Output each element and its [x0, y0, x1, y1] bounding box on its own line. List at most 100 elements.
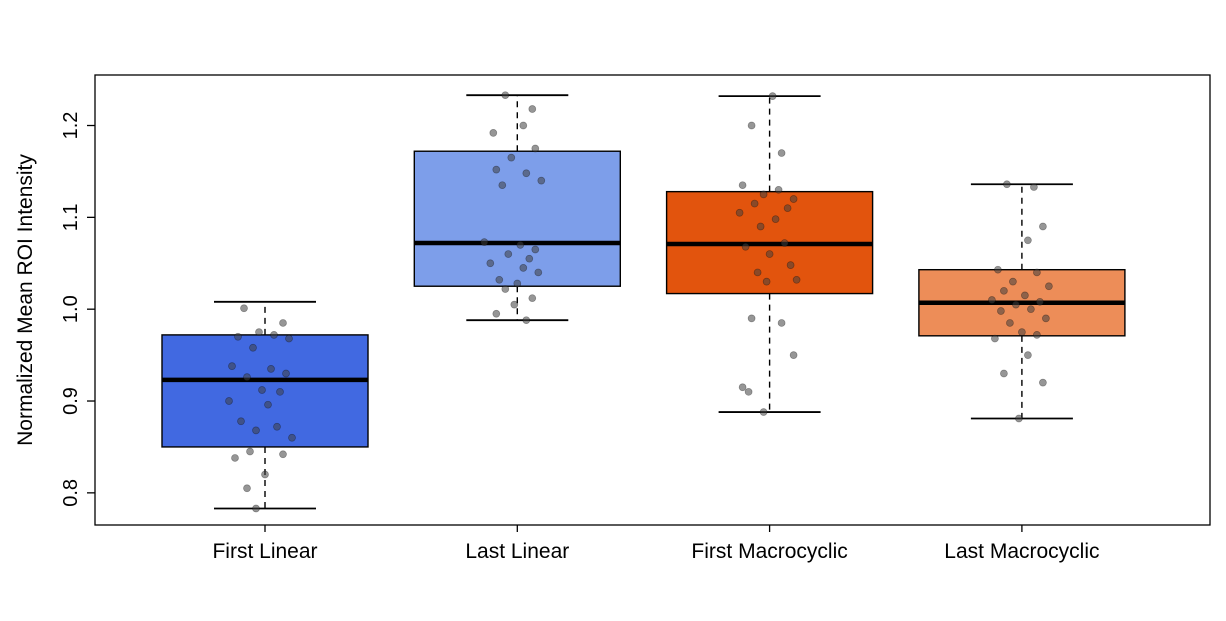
data-point-last-linear — [507, 153, 516, 162]
data-point-first-linear — [240, 304, 248, 313]
data-point-first-linear — [276, 387, 284, 396]
data-point-first-macrocyclic — [759, 408, 768, 416]
data-point-last-macrocyclic — [1000, 286, 1008, 295]
data-point-last-macrocyclic — [1024, 236, 1032, 245]
y-tick-label: 0.8 — [60, 479, 82, 507]
data-point-first-linear — [225, 397, 233, 405]
data-point-last-linear — [516, 241, 525, 249]
data-point-last-macrocyclic — [1045, 282, 1053, 291]
data-point-first-linear — [255, 328, 263, 336]
data-point-first-macrocyclic — [768, 92, 777, 100]
data-point-last-macrocyclic — [1033, 268, 1041, 277]
data-point-first-macrocyclic — [750, 199, 759, 208]
data-point-last-macrocyclic — [1000, 369, 1008, 378]
data-point-first-linear — [282, 369, 290, 378]
box-last-linear — [413, 150, 621, 287]
data-point-last-macrocyclic — [1033, 331, 1041, 339]
data-point-last-macrocyclic — [1021, 291, 1029, 300]
data-point-first-linear — [228, 362, 236, 370]
y-tick-label: 1.2 — [60, 112, 82, 140]
data-point-first-macrocyclic — [774, 185, 783, 194]
data-point-first-macrocyclic — [792, 275, 801, 284]
data-point-first-linear — [261, 470, 269, 479]
data-point-last-macrocyclic — [1018, 328, 1026, 336]
data-point-last-linear — [492, 309, 501, 318]
data-point-last-macrocyclic — [997, 307, 1005, 315]
data-point-first-linear — [243, 484, 251, 493]
data-point-last-macrocyclic — [1027, 305, 1035, 314]
data-point-first-linear — [267, 365, 275, 373]
data-point-first-macrocyclic — [735, 208, 744, 217]
data-point-first-linear — [252, 504, 260, 513]
data-point-first-linear — [249, 343, 257, 352]
data-point-last-macrocyclic — [1030, 183, 1038, 191]
data-point-last-macrocyclic — [1042, 314, 1050, 323]
data-point-last-linear — [534, 268, 543, 277]
data-point-first-linear — [264, 400, 272, 409]
data-point-first-linear — [243, 373, 251, 381]
data-point-last-linear — [519, 264, 528, 272]
data-point-last-macrocyclic — [1036, 297, 1044, 306]
data-point-first-linear — [285, 334, 293, 343]
data-point-first-macrocyclic — [744, 387, 753, 396]
data-point-last-macrocyclic — [994, 265, 1002, 274]
data-point-last-macrocyclic — [991, 334, 999, 343]
data-point-last-linear — [492, 165, 501, 174]
data-point-first-linear — [246, 447, 254, 456]
data-point-first-macrocyclic — [777, 319, 786, 327]
data-point-first-macrocyclic — [777, 149, 786, 157]
data-point-last-macrocyclic — [1009, 277, 1017, 286]
data-point-last-linear — [528, 105, 537, 113]
data-point-first-linear — [273, 422, 281, 431]
data-point-first-macrocyclic — [738, 383, 747, 392]
data-point-first-macrocyclic — [741, 242, 750, 251]
data-point-first-macrocyclic — [783, 204, 792, 213]
data-point-last-linear — [498, 181, 507, 190]
data-point-last-linear — [537, 176, 546, 185]
data-point-last-linear — [501, 285, 510, 293]
data-point-last-macrocyclic — [1039, 378, 1047, 387]
data-point-last-linear — [513, 279, 522, 288]
data-point-first-macrocyclic — [747, 121, 756, 130]
data-point-first-linear — [270, 331, 278, 339]
data-point-last-linear — [501, 91, 510, 100]
data-point-last-linear — [531, 144, 540, 153]
data-point-last-linear — [522, 169, 531, 178]
x-category-label-first-linear: First Linear — [212, 540, 317, 563]
data-point-first-macrocyclic — [789, 195, 798, 203]
data-point-last-macrocyclic — [1015, 414, 1023, 423]
plot-frame — [94, 74, 1211, 526]
data-point-last-linear — [504, 250, 513, 258]
data-point-last-macrocyclic — [1024, 351, 1032, 359]
y-tick-label: 0.9 — [60, 387, 82, 415]
data-point-last-macrocyclic — [1039, 222, 1047, 231]
data-point-last-linear — [486, 259, 495, 268]
data-point-first-linear — [258, 386, 266, 394]
y-tick-label: 1.0 — [60, 295, 82, 323]
data-point-first-macrocyclic — [786, 261, 795, 269]
data-point-first-linear — [252, 426, 260, 435]
x-category-label-last-linear: Last Linear — [465, 540, 569, 563]
data-point-last-macrocyclic — [1012, 300, 1020, 309]
data-point-first-linear — [234, 332, 242, 341]
data-point-first-macrocyclic — [771, 215, 780, 224]
data-point-first-linear — [279, 319, 287, 327]
data-point-first-macrocyclic — [753, 268, 762, 277]
data-point-last-linear — [531, 245, 540, 254]
data-point-last-linear — [519, 121, 528, 130]
data-point-first-macrocyclic — [756, 222, 765, 231]
data-point-first-macrocyclic — [789, 351, 798, 359]
data-point-first-linear — [231, 454, 239, 462]
data-point-first-macrocyclic — [738, 181, 747, 190]
data-point-first-macrocyclic — [747, 314, 756, 323]
data-point-last-linear — [522, 316, 531, 325]
data-point-first-macrocyclic — [759, 190, 768, 199]
data-point-last-macrocyclic — [988, 296, 996, 304]
x-category-label-first-macrocyclic: First Macrocyclic — [691, 540, 847, 563]
x-category-label-last-macrocyclic: Last Macrocyclic — [944, 540, 1099, 563]
data-point-last-linear — [525, 254, 534, 263]
data-point-last-macrocyclic — [1006, 319, 1014, 327]
data-point-first-linear — [237, 417, 245, 426]
y-tick-label: 1.1 — [60, 203, 82, 231]
